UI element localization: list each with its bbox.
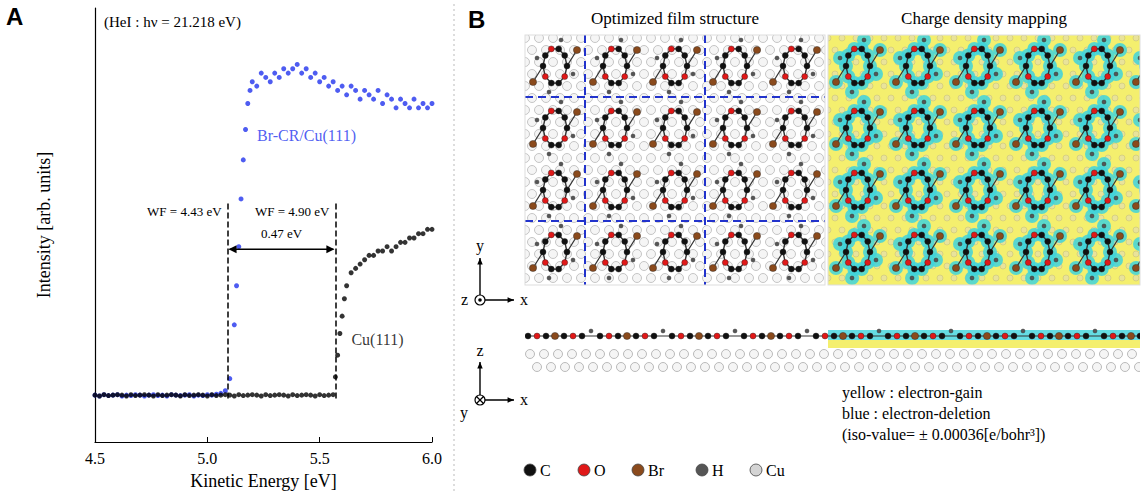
svg-text:A: A [6, 3, 23, 30]
svg-text:C: C [540, 462, 551, 479]
svg-text:WF = 4.90 eV: WF = 4.90 eV [255, 204, 330, 219]
svg-text:yellow : electron-gain: yellow : electron-gain [842, 384, 982, 402]
svg-text:x: x [520, 291, 528, 308]
svg-text:x: x [520, 391, 528, 408]
svg-text:y: y [460, 404, 468, 422]
svg-text:Intensity [arb. units]: Intensity [arb. units] [34, 152, 54, 298]
svg-text:B: B [468, 6, 485, 33]
svg-text:blue : electron-deletion: blue : electron-deletion [842, 405, 990, 422]
svg-text:Optimized film structure: Optimized film structure [591, 9, 759, 28]
svg-text:(HeI : hν = 21.218 eV): (HeI : hν = 21.218 eV) [104, 14, 241, 31]
svg-text:z: z [461, 291, 468, 308]
svg-text:O: O [594, 462, 606, 479]
svg-text:5.5: 5.5 [310, 450, 330, 467]
svg-text:z: z [476, 342, 483, 359]
svg-text:Cu(111): Cu(111) [351, 331, 403, 349]
svg-text:Br-CR/Cu(111): Br-CR/Cu(111) [257, 127, 356, 145]
svg-text:4.5: 4.5 [85, 450, 105, 467]
svg-text:6.0: 6.0 [422, 450, 442, 467]
svg-text:Charge density mapping: Charge density mapping [901, 9, 1067, 28]
svg-text:(iso-value= ± 0.00036[e/bohr³]: (iso-value= ± 0.00036[e/bohr³]) [842, 426, 1045, 444]
svg-text:5.0: 5.0 [197, 450, 217, 467]
svg-text:WF = 4.43 eV: WF = 4.43 eV [147, 204, 222, 219]
svg-text:y: y [476, 237, 484, 255]
svg-text:Kinetic Energy [eV]: Kinetic Energy [eV] [190, 471, 337, 491]
svg-text:0.47 eV: 0.47 eV [261, 226, 303, 241]
svg-text:H: H [712, 462, 724, 479]
svg-text:Cu: Cu [766, 462, 785, 479]
svg-text:Br: Br [648, 462, 665, 479]
